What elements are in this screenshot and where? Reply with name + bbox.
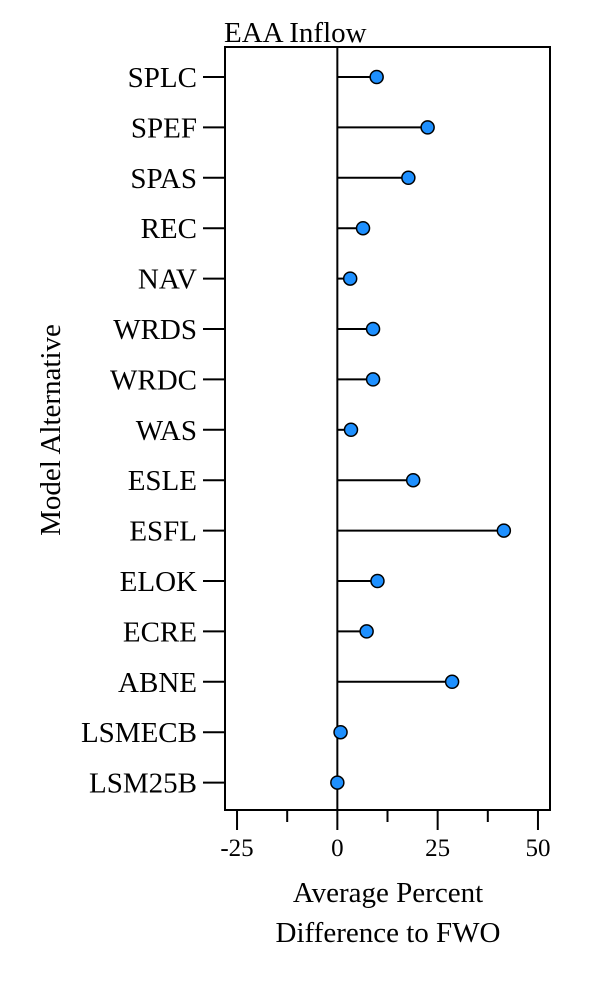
category-label: SPLC bbox=[128, 62, 197, 94]
data-point bbox=[405, 472, 421, 488]
x-axis-title-line-1: Average Percent bbox=[293, 877, 483, 909]
category-label: LSM25B bbox=[89, 768, 197, 800]
plot-frame bbox=[224, 46, 551, 811]
x-axis: -25 0 25 50 bbox=[220, 810, 550, 862]
data-point bbox=[343, 422, 359, 438]
data-point bbox=[420, 120, 435, 135]
lollipop-group bbox=[330, 47, 512, 810]
data-point bbox=[359, 624, 374, 639]
chart-title: EAA Inflow bbox=[224, 17, 367, 49]
data-point bbox=[369, 69, 384, 85]
category-label: WRDC bbox=[110, 364, 197, 396]
data-point bbox=[333, 724, 348, 740]
category-label: WAS bbox=[136, 415, 197, 447]
data-point bbox=[342, 271, 358, 286]
category-label: ESLE bbox=[128, 465, 197, 497]
x-tick-label: 50 bbox=[525, 835, 550, 862]
data-point bbox=[444, 674, 460, 690]
data-point bbox=[355, 220, 371, 236]
data-point bbox=[401, 170, 416, 186]
category-label: SPAS bbox=[130, 163, 197, 195]
x-tick-label: 0 bbox=[331, 835, 344, 862]
data-point bbox=[365, 372, 381, 387]
category-label: ECRE bbox=[123, 616, 197, 648]
data-point bbox=[330, 775, 345, 790]
category-label: NAV bbox=[138, 264, 197, 296]
data-point bbox=[370, 573, 385, 589]
data-point bbox=[496, 523, 512, 538]
y-axis: SPLC SPEF SPAS REC NAV WRDS WRDC WAS ESLE ESFL ELO… bbox=[81, 62, 225, 800]
data-point bbox=[365, 321, 381, 337]
category-label: REC bbox=[141, 213, 197, 245]
category-label: ELOK bbox=[120, 566, 197, 598]
x-tick-label: -25 bbox=[220, 835, 253, 862]
category-label: LSMECB bbox=[81, 717, 197, 749]
x-axis-title-line-2: Difference to FWO bbox=[276, 917, 501, 949]
y-axis-title: Model Alternative bbox=[35, 324, 67, 536]
category-label: WRDS bbox=[113, 314, 197, 346]
category-label: ABNE bbox=[118, 667, 197, 699]
category-label: SPEF bbox=[131, 112, 197, 144]
x-tick-label: 25 bbox=[425, 835, 450, 862]
category-label: ESFL bbox=[129, 516, 197, 548]
